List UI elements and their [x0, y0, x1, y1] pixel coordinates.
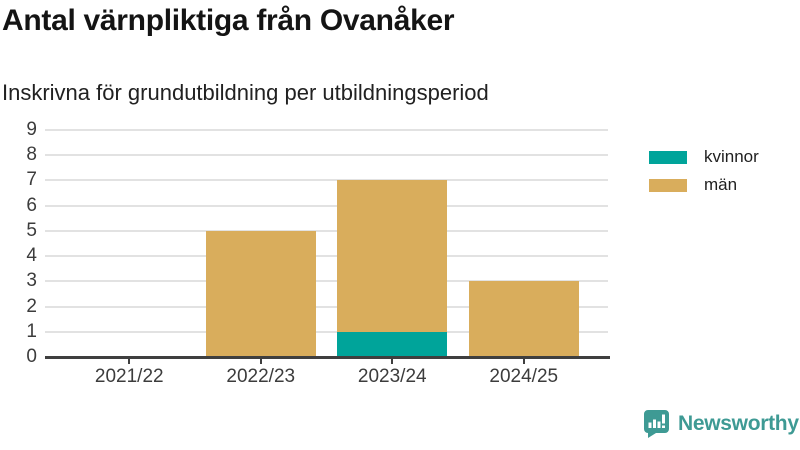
legend: kvinnor män [649, 143, 759, 199]
chart-subtitle: Inskrivna för grundutbildning per utbild… [2, 80, 489, 105]
y-tick-label-4: 4 [26, 245, 37, 267]
gridline-y2 [45, 305, 608, 308]
x-tick-label-2024-25: 2024/25 [489, 366, 559, 387]
x-tick-label-2021-22: 2021/22 [94, 366, 164, 387]
legend-label-kvinnor: kvinnor [704, 147, 759, 166]
newsworthy-icon [644, 410, 669, 438]
bar-2024-25-män [468, 281, 579, 357]
newsworthy-wordmark: Newsworthy [678, 411, 799, 435]
gridline-y4 [45, 255, 608, 258]
x-tick-label-2022-23: 2022/23 [226, 366, 296, 387]
y-tick-label-6: 6 [26, 194, 37, 216]
x-tick-2021-22 [128, 359, 131, 364]
page-title: Antal värnpliktiga från Ovanåker [2, 4, 455, 37]
gridline-y3 [45, 280, 608, 283]
legend-label-män: män [704, 175, 738, 194]
plot-area [45, 129, 608, 357]
y-tick-label-1: 1 [26, 320, 37, 342]
legend-item-kvinnor: kvinnor [649, 143, 759, 171]
newsworthy-logo: Newsworthy [643, 409, 799, 438]
y-tick-label-9: 9 [26, 119, 37, 140]
y-tick-label-2: 2 [26, 295, 37, 317]
y-tick-label-0: 0 [26, 346, 37, 367]
gridline-y5 [45, 229, 608, 232]
bar-2022-23-män [205, 230, 316, 357]
gridline-y7 [45, 179, 608, 182]
x-tick-2024-25 [522, 359, 525, 364]
y-tick-label-8: 8 [26, 144, 37, 166]
y-tick-label-7: 7 [26, 169, 37, 191]
x-tick-label-2023-24: 2023/24 [357, 366, 427, 387]
gridline-y9 [45, 129, 608, 131]
y-tick-label-3: 3 [26, 270, 37, 292]
gridline-y1 [45, 330, 608, 333]
legend-swatch-män [649, 178, 687, 192]
x-tick-2023-24 [391, 359, 394, 364]
bar-2023-24-män [337, 180, 448, 332]
gridline-y8 [45, 154, 608, 157]
gridline-y6 [45, 204, 608, 207]
y-tick-label-5: 5 [26, 219, 37, 241]
x-tick-2022-23 [259, 359, 262, 364]
bar-2023-24-kvinnor [337, 331, 448, 357]
x-axis-line [45, 356, 610, 359]
legend-swatch-kvinnor [649, 150, 687, 164]
legend-item-män: män [649, 171, 759, 199]
